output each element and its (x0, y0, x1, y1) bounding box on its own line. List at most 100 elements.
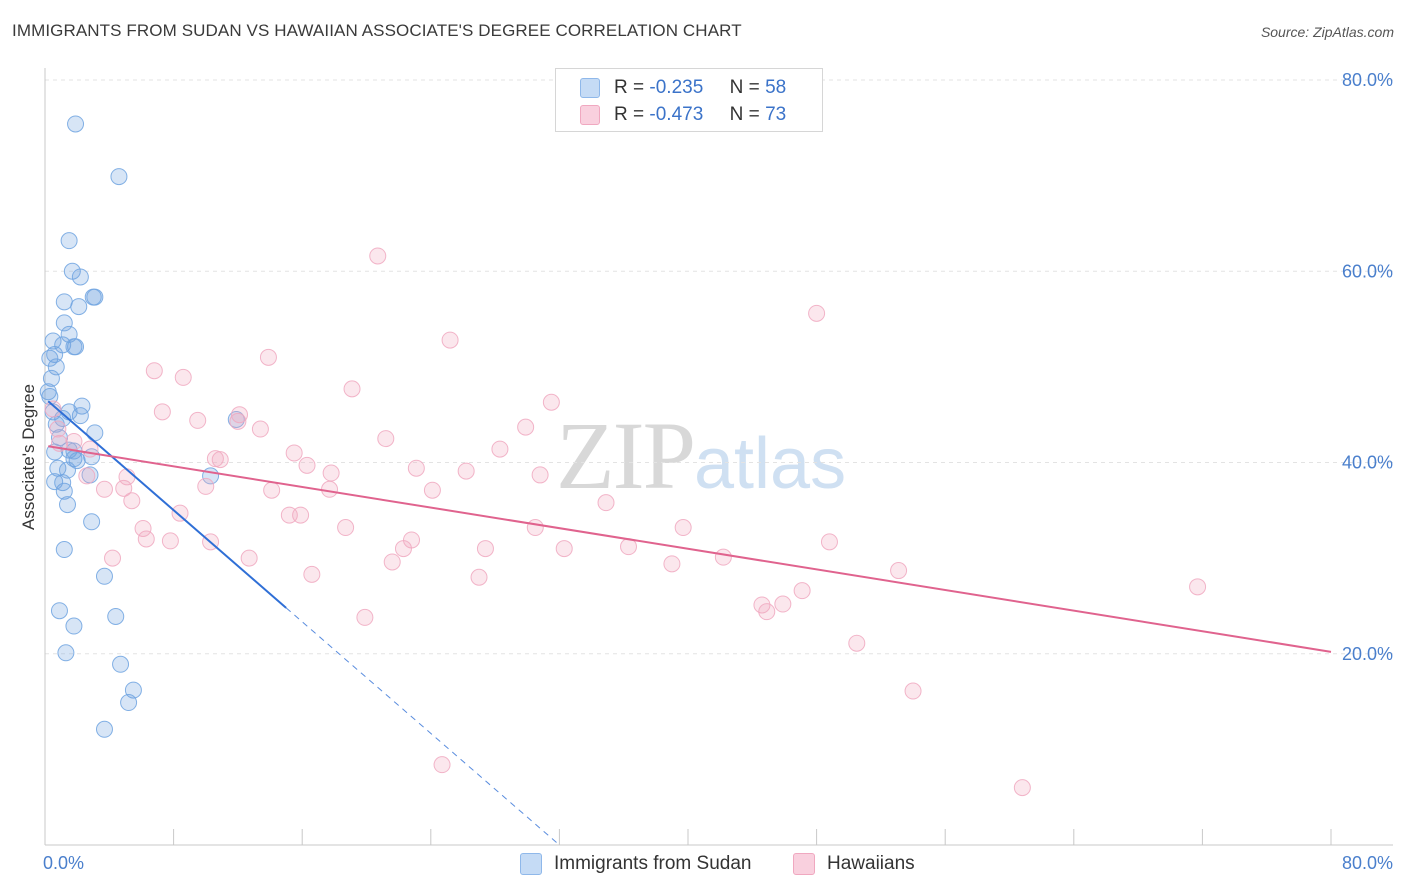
trend-lines (47, 400, 1332, 846)
watermark-zip: ZIP (556, 402, 696, 509)
legend-swatch-sudan (580, 78, 600, 98)
point-sudan (41, 349, 59, 367)
point-hawaiians (531, 466, 549, 484)
point-hawaiians (774, 595, 792, 613)
y-axis-label: Associate's Degree (19, 384, 38, 530)
point-hawaiians (758, 603, 776, 621)
point-hawaiians (904, 682, 922, 700)
point-hawaiians (95, 480, 113, 498)
point-hawaiians (211, 451, 229, 469)
x-tick-label-max: 80.0% (1342, 853, 1393, 873)
point-hawaiians (231, 406, 249, 424)
point-sudan (50, 602, 68, 620)
point-hawaiians (423, 481, 441, 499)
point-sudan (107, 607, 125, 625)
bottom-legend-sudan: Immigrants from Sudan (520, 852, 751, 876)
point-hawaiians (377, 430, 395, 448)
point-sudan (42, 369, 60, 387)
bottom-legend-swatch-sudan (520, 853, 542, 875)
point-hawaiians (369, 247, 387, 265)
point-sudan (67, 338, 85, 356)
point-hawaiians (303, 565, 321, 583)
point-hawaiians (491, 440, 509, 458)
y-tick-label: 40.0% (1342, 453, 1393, 473)
point-hawaiians (137, 530, 155, 548)
point-hawaiians (356, 608, 374, 626)
point-hawaiians (820, 533, 838, 551)
point-hawaiians (189, 411, 207, 429)
chart-title: IMMIGRANTS FROM SUDAN VS HAWAIIAN ASSOCI… (12, 21, 742, 40)
point-hawaiians (259, 348, 277, 366)
point-hawaiians (145, 362, 163, 380)
point-sudan (59, 496, 77, 514)
point-sudan (120, 694, 138, 712)
point-hawaiians (337, 519, 355, 537)
x-tick-label-min: 0.0% (43, 853, 84, 873)
legend-swatch-hawaiians (580, 105, 600, 125)
point-sudan (83, 513, 101, 531)
trend-line-sudan-extension (285, 607, 560, 846)
point-hawaiians (1189, 578, 1207, 596)
point-hawaiians (394, 540, 412, 558)
point-hawaiians (123, 492, 141, 510)
point-sudan (71, 407, 89, 425)
point-hawaiians (251, 420, 269, 438)
watermark-atlas: atlas (694, 424, 847, 504)
point-hawaiians (104, 549, 122, 567)
point-sudan (95, 567, 113, 585)
point-sudan (86, 424, 104, 442)
bottom-legend-swatch-hawaiians (793, 853, 815, 875)
point-hawaiians (263, 481, 281, 499)
point-hawaiians (343, 380, 361, 398)
point-hawaiians (115, 479, 133, 497)
point-hawaiians (197, 477, 215, 495)
point-sudan (84, 288, 102, 306)
point-hawaiians (383, 553, 401, 571)
point-hawaiians (597, 494, 615, 512)
point-hawaiians (153, 403, 171, 421)
point-hawaiians (517, 418, 535, 436)
point-hawaiians (555, 540, 573, 558)
point-hawaiians (206, 450, 224, 468)
point-sudan (67, 115, 85, 133)
point-sudan (70, 298, 88, 316)
point-hawaiians (44, 400, 62, 418)
y-tick-label: 20.0% (1342, 644, 1393, 664)
point-hawaiians (441, 331, 459, 349)
point-sudan (112, 655, 130, 673)
watermark: ZIPatlas (556, 400, 846, 511)
point-sudan (65, 617, 83, 635)
point-sudan (110, 168, 128, 186)
point-hawaiians (793, 582, 811, 600)
trend-line-hawaiians (48, 445, 1332, 653)
grid-lines (45, 79, 1393, 655)
point-hawaiians (542, 393, 560, 411)
point-hawaiians (134, 519, 152, 537)
point-hawaiians (161, 532, 179, 550)
tick-labels: 20.0% 40.0% 60.0% 80.0% 0.0% 80.0% Associate's… (19, 70, 1393, 873)
point-hawaiians (433, 756, 451, 774)
point-sudan (44, 332, 62, 350)
point-hawaiians (526, 519, 544, 537)
point-hawaiians (470, 568, 488, 586)
bottom-legend-label-hawaiians: Hawaiians (827, 853, 915, 874)
point-hawaiians (171, 504, 189, 522)
point-hawaiians (78, 467, 96, 485)
point-hawaiians (1013, 779, 1031, 797)
trend-line-sudan (47, 400, 287, 609)
bottom-legend-label-sudan: Immigrants from Sudan (554, 853, 752, 874)
correlation-legend: R = -0.235 N = 58 R = -0.473 N = 73 (555, 68, 823, 132)
point-hawaiians (890, 562, 908, 580)
point-hawaiians (298, 456, 316, 474)
point-hawaiians (674, 519, 692, 537)
point-hawaiians (174, 368, 192, 386)
point-sudan (57, 644, 75, 662)
point-sudan (71, 268, 89, 286)
point-hawaiians (49, 420, 67, 438)
point-sudan (55, 293, 73, 311)
point-hawaiians (663, 555, 681, 573)
point-sudan (55, 541, 73, 559)
point-sudan (60, 232, 78, 250)
point-hawaiians (240, 549, 258, 567)
